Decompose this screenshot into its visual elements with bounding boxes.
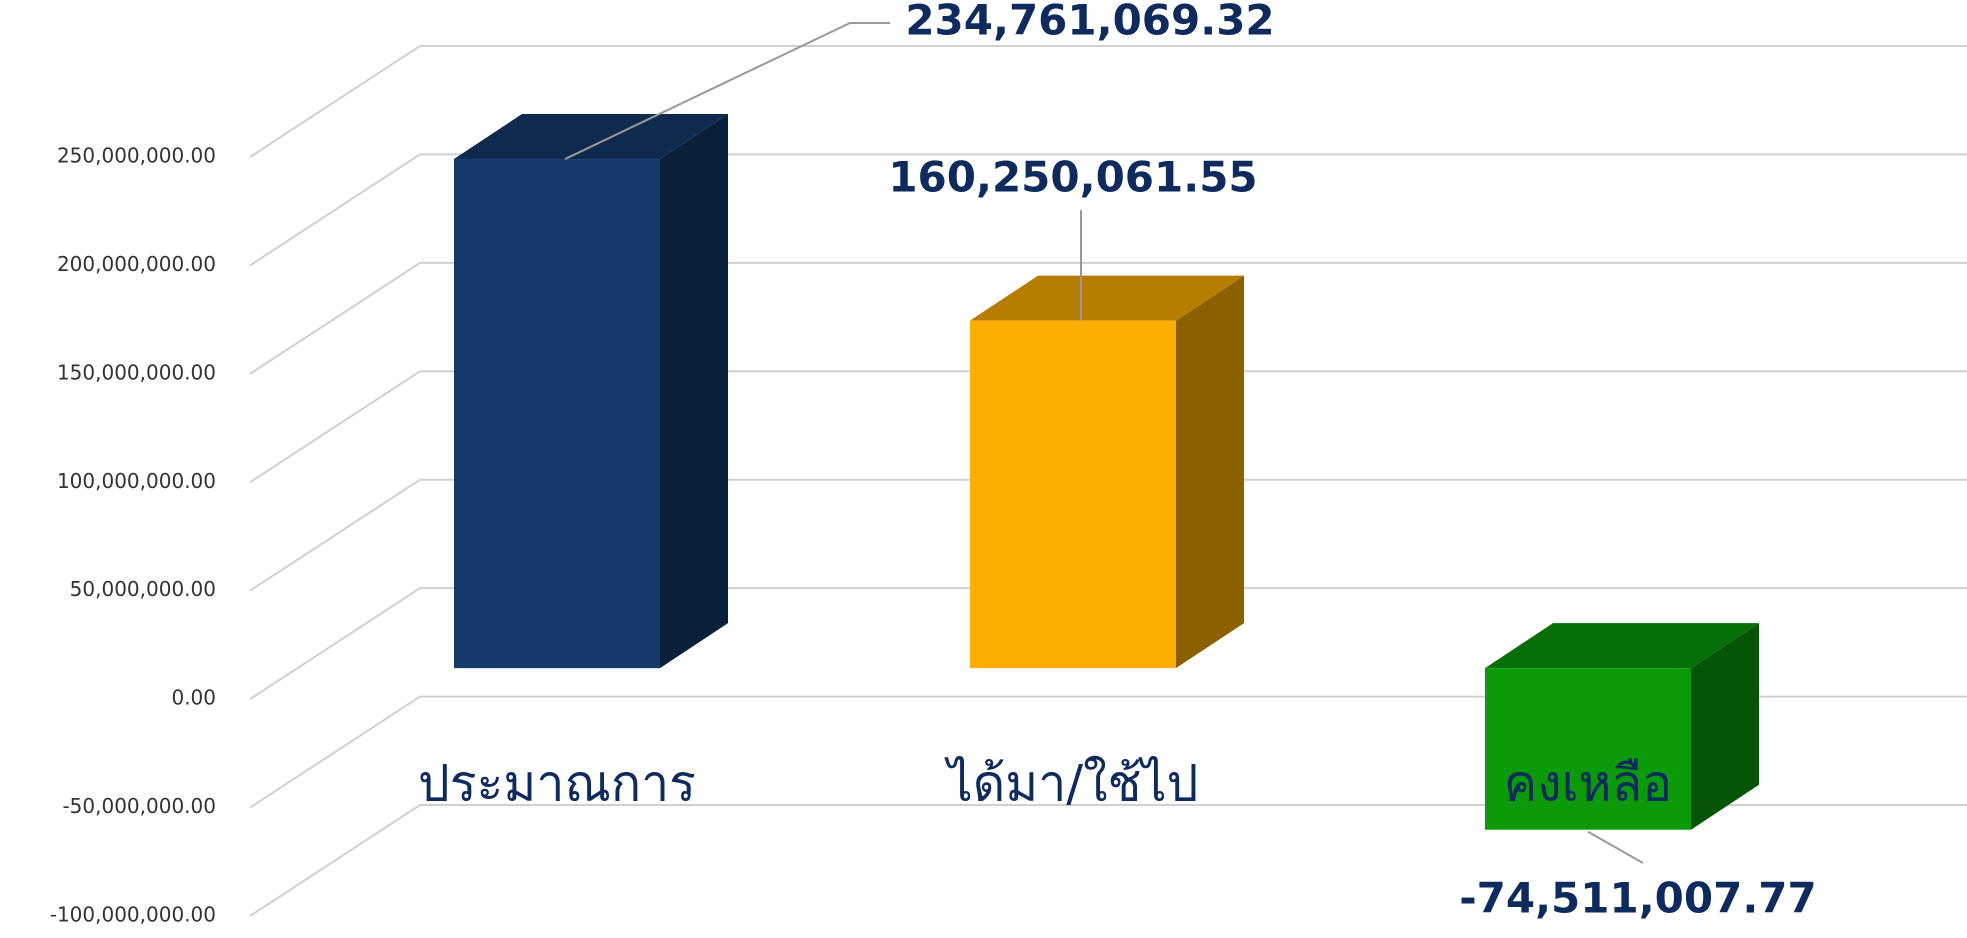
grid-line bbox=[249, 478, 1967, 592]
bar-top bbox=[1485, 623, 1759, 669]
y-tick-label: 150,000,000.00 bbox=[57, 360, 216, 384]
grid-line bbox=[249, 153, 1967, 267]
bar-side bbox=[1691, 623, 1759, 830]
value-label: -74,511,007.77 bbox=[1459, 874, 1817, 923]
bar-top bbox=[970, 275, 1244, 321]
grid-line bbox=[249, 370, 1967, 484]
bar bbox=[454, 159, 660, 669]
y-tick-label: 0.00 bbox=[171, 686, 216, 710]
value-label: 160,250,061.55 bbox=[888, 153, 1257, 202]
value-label: 234,761,069.32 bbox=[905, 0, 1274, 45]
grid-line bbox=[249, 261, 1967, 375]
leader-line bbox=[1587, 830, 1644, 864]
category-label: ได้มา/ใช้ไป bbox=[944, 755, 1199, 813]
bar-side bbox=[660, 114, 728, 669]
grid-line bbox=[249, 45, 1967, 158]
y-tick-label: 50,000,000.00 bbox=[70, 577, 216, 601]
bar-top bbox=[454, 114, 728, 160]
category-label: ประมาณการ bbox=[418, 755, 696, 813]
y-tick-label: 200,000,000.00 bbox=[57, 252, 216, 276]
y-tick-label: 250,000,000.00 bbox=[57, 144, 216, 168]
bar-side bbox=[1176, 275, 1244, 669]
category-label: คงเหลือ bbox=[1504, 755, 1673, 813]
y-tick-label: -50,000,000.00 bbox=[62, 794, 216, 818]
grid-line bbox=[249, 695, 1967, 809]
y-tick-label: 100,000,000.00 bbox=[57, 469, 216, 493]
y-tick-label: -100,000,000.00 bbox=[50, 903, 216, 927]
leader-line bbox=[564, 22, 890, 160]
bar bbox=[1485, 668, 1691, 830]
bar bbox=[970, 320, 1176, 669]
grid-line bbox=[249, 804, 1967, 917]
grid-line bbox=[249, 587, 1967, 700]
